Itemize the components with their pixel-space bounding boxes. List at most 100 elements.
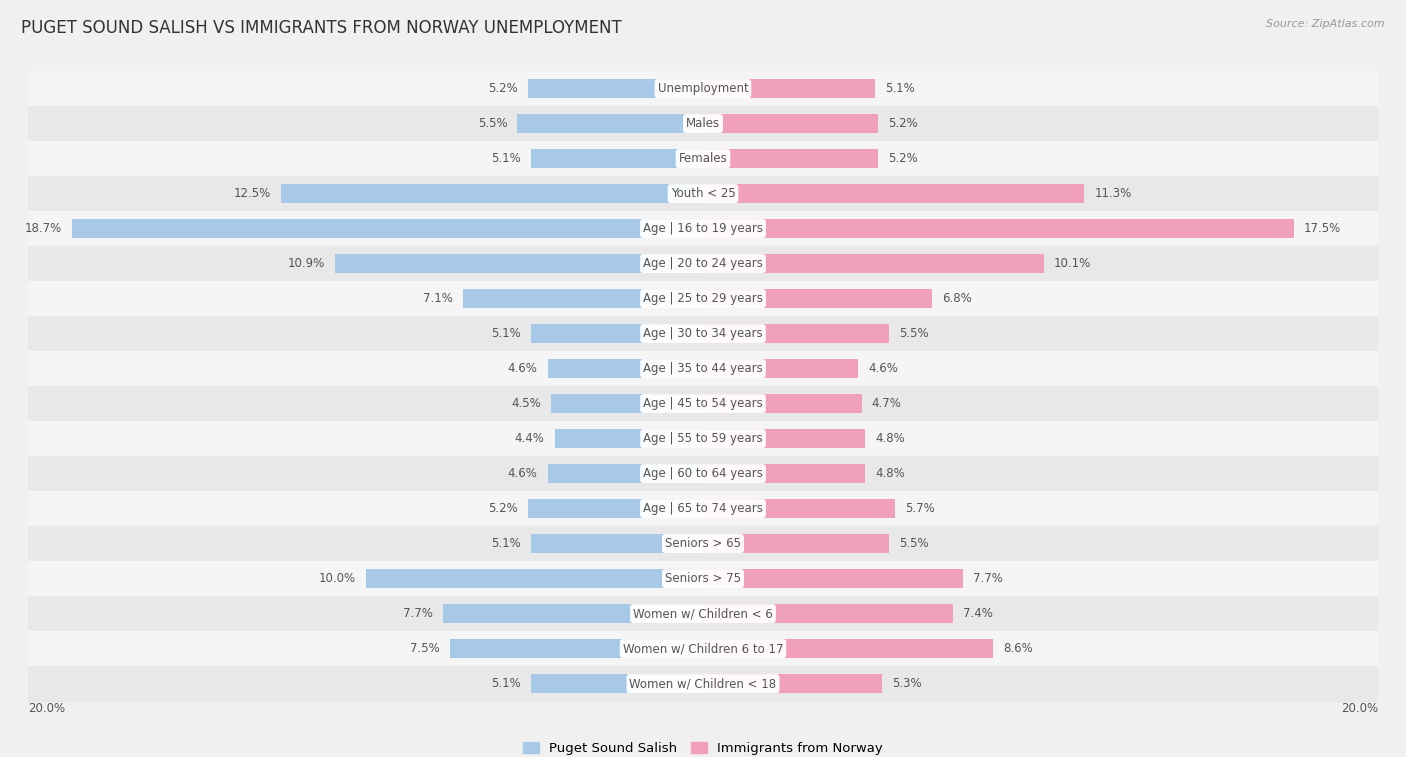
Text: 5.5%: 5.5% (898, 537, 928, 550)
Text: Age | 30 to 34 years: Age | 30 to 34 years (643, 327, 763, 340)
Text: 4.8%: 4.8% (875, 432, 905, 445)
Bar (28, 141, 1378, 176)
Bar (450, 640, 703, 658)
Bar (548, 360, 703, 378)
Bar (28, 176, 1378, 211)
Bar (28, 631, 1378, 666)
Text: 4.6%: 4.6% (508, 467, 537, 480)
Text: Age | 65 to 74 years: Age | 65 to 74 years (643, 502, 763, 515)
Bar (28, 456, 1378, 491)
Bar (703, 569, 963, 587)
Bar (703, 149, 879, 167)
Bar (335, 254, 703, 273)
Bar (703, 79, 875, 98)
Text: 11.3%: 11.3% (1094, 187, 1132, 200)
Bar (281, 185, 703, 203)
Text: Unemployment: Unemployment (658, 82, 748, 95)
Bar (28, 351, 1378, 386)
Text: Age | 55 to 59 years: Age | 55 to 59 years (643, 432, 763, 445)
Text: 8.6%: 8.6% (1004, 642, 1033, 655)
Bar (703, 674, 882, 693)
Bar (28, 386, 1378, 421)
Text: Males: Males (686, 117, 720, 130)
Text: 5.2%: 5.2% (488, 82, 517, 95)
Text: Age | 16 to 19 years: Age | 16 to 19 years (643, 222, 763, 235)
Bar (28, 316, 1378, 351)
Bar (28, 106, 1378, 141)
Bar (28, 561, 1378, 596)
Text: Seniors > 75: Seniors > 75 (665, 572, 741, 585)
Text: 12.5%: 12.5% (233, 187, 271, 200)
Bar (464, 289, 703, 307)
Bar (703, 429, 865, 447)
Text: Age | 25 to 29 years: Age | 25 to 29 years (643, 292, 763, 305)
Text: 5.1%: 5.1% (491, 537, 520, 550)
Text: Seniors > 65: Seniors > 65 (665, 537, 741, 550)
Bar (703, 220, 1294, 238)
Text: 5.1%: 5.1% (491, 677, 520, 690)
Legend: Puget Sound Salish, Immigrants from Norway: Puget Sound Salish, Immigrants from Norw… (517, 737, 889, 757)
Bar (703, 465, 865, 483)
Bar (443, 605, 703, 623)
Text: Females: Females (679, 152, 727, 165)
Text: Women w/ Children < 6: Women w/ Children < 6 (633, 607, 773, 620)
Bar (531, 325, 703, 343)
Bar (703, 605, 953, 623)
Bar (28, 491, 1378, 526)
Text: 5.1%: 5.1% (491, 327, 520, 340)
Text: 4.8%: 4.8% (875, 467, 905, 480)
Bar (703, 185, 1084, 203)
Text: PUGET SOUND SALISH VS IMMIGRANTS FROM NORWAY UNEMPLOYMENT: PUGET SOUND SALISH VS IMMIGRANTS FROM NO… (21, 19, 621, 37)
Bar (703, 394, 862, 413)
Text: 18.7%: 18.7% (25, 222, 62, 235)
Bar (28, 71, 1378, 106)
Bar (703, 325, 889, 343)
Bar (703, 360, 858, 378)
Text: 4.6%: 4.6% (508, 362, 537, 375)
Text: 20.0%: 20.0% (1341, 702, 1378, 715)
Bar (28, 421, 1378, 456)
Text: Age | 20 to 24 years: Age | 20 to 24 years (643, 257, 763, 270)
Text: Age | 60 to 64 years: Age | 60 to 64 years (643, 467, 763, 480)
Text: 5.2%: 5.2% (889, 117, 918, 130)
Text: 5.5%: 5.5% (478, 117, 508, 130)
Text: 4.5%: 4.5% (512, 397, 541, 410)
Bar (28, 596, 1378, 631)
Bar (366, 569, 703, 587)
Text: 7.5%: 7.5% (411, 642, 440, 655)
Text: 10.1%: 10.1% (1054, 257, 1091, 270)
Bar (551, 394, 703, 413)
Text: 7.7%: 7.7% (973, 572, 1002, 585)
Text: 6.8%: 6.8% (942, 292, 973, 305)
Bar (703, 534, 889, 553)
Bar (531, 674, 703, 693)
Text: 4.4%: 4.4% (515, 432, 544, 445)
Bar (527, 79, 703, 98)
Text: 5.2%: 5.2% (889, 152, 918, 165)
Text: 20.0%: 20.0% (28, 702, 65, 715)
Bar (28, 666, 1378, 701)
Text: 10.0%: 10.0% (318, 572, 356, 585)
Text: Source: ZipAtlas.com: Source: ZipAtlas.com (1267, 19, 1385, 29)
Bar (703, 114, 879, 132)
Text: 10.9%: 10.9% (288, 257, 325, 270)
Text: 5.5%: 5.5% (898, 327, 928, 340)
Text: 7.4%: 7.4% (963, 607, 993, 620)
Text: Age | 45 to 54 years: Age | 45 to 54 years (643, 397, 763, 410)
Bar (28, 526, 1378, 561)
Text: 5.1%: 5.1% (886, 82, 915, 95)
Bar (72, 220, 703, 238)
Bar (531, 534, 703, 553)
Text: Women w/ Children 6 to 17: Women w/ Children 6 to 17 (623, 642, 783, 655)
Text: 4.6%: 4.6% (869, 362, 898, 375)
Bar (531, 149, 703, 167)
Text: 7.7%: 7.7% (404, 607, 433, 620)
Bar (548, 465, 703, 483)
Text: 17.5%: 17.5% (1303, 222, 1341, 235)
Bar (703, 500, 896, 518)
Text: Women w/ Children < 18: Women w/ Children < 18 (630, 677, 776, 690)
Bar (28, 211, 1378, 246)
Bar (703, 289, 932, 307)
Text: 5.7%: 5.7% (905, 502, 935, 515)
Text: 5.1%: 5.1% (491, 152, 520, 165)
